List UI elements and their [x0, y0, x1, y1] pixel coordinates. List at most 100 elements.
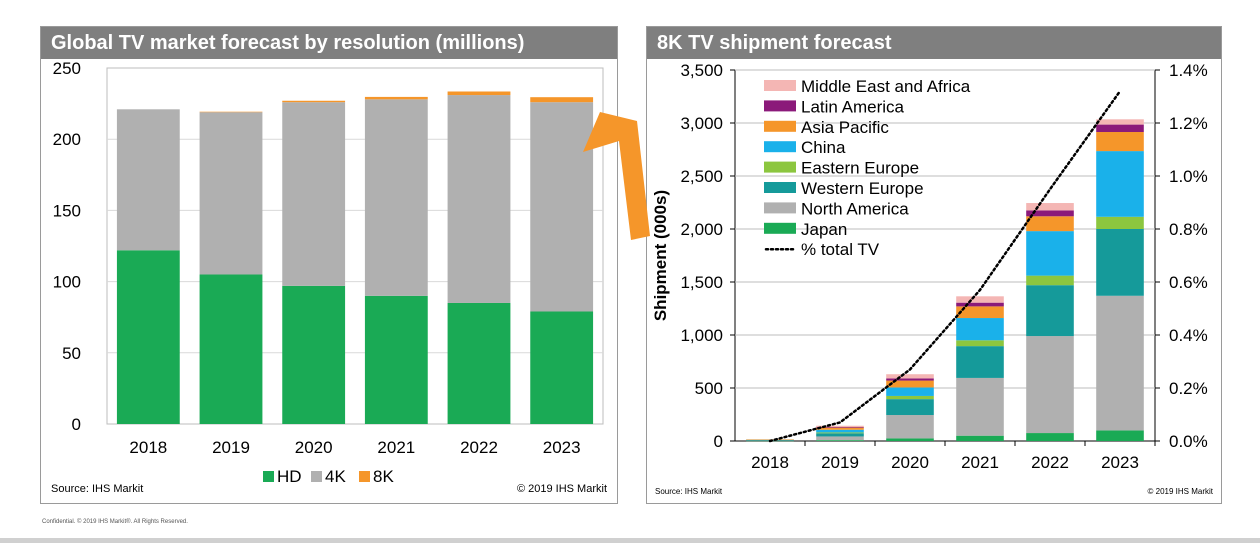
x-tick-label: 2020 — [891, 453, 929, 472]
legend-label-north-america: North America — [801, 199, 909, 218]
bar-japan — [1096, 430, 1144, 441]
y-tick-label: 1,500 — [680, 273, 723, 292]
bar-eastern-europe — [816, 432, 864, 434]
bar-china — [1026, 231, 1074, 276]
bar-western-europe — [1096, 229, 1144, 296]
bar-asia-pacific — [746, 439, 794, 440]
bar-hd — [530, 311, 594, 424]
bar-china — [886, 387, 934, 396]
legend-swatch-china — [764, 141, 796, 153]
legend-label-hd: HD — [277, 467, 302, 486]
legend-label-latin-america: Latin America — [801, 97, 905, 116]
legend-swatch-western-europe — [764, 182, 796, 193]
legend-swatch-8k — [359, 471, 370, 482]
bar-japan — [816, 440, 864, 441]
legend-label-middle-east-and-africa: Middle East and Africa — [801, 77, 971, 96]
x-tick-label: 2018 — [129, 438, 167, 457]
bar-hd — [116, 250, 180, 424]
y-tick-label: 200 — [53, 130, 81, 149]
legend-swatch-japan — [764, 222, 796, 234]
y-tick-label: 100 — [53, 273, 81, 292]
bar-4k — [364, 99, 428, 296]
plot-frame — [106, 67, 604, 425]
bar-8k — [530, 97, 594, 103]
y-tick-label: 3,000 — [680, 114, 723, 133]
legend-swatch-middle-east-and-africa — [764, 80, 796, 91]
y2-tick-label: 0.4% — [1169, 326, 1208, 345]
legend-label-4k: 4K — [325, 467, 346, 486]
8k-shipment-chart: 0 500 1,000 1,500 2,000 2,500 3,000 3,500 0.0% 0.… — [651, 61, 1208, 472]
bar-north-america — [816, 436, 864, 441]
confidential-note: Confidential. © 2019 IHS Markit®. All Ri… — [42, 519, 188, 525]
bar-8k — [282, 100, 346, 103]
y2-tick-label: 0.0% — [1169, 432, 1208, 451]
bar-asia-pacific — [816, 427, 864, 430]
legend-swatch-hd — [263, 471, 274, 482]
bar-eastern-europe — [1096, 216, 1144, 229]
bar-western-europe — [956, 346, 1004, 378]
y-tick-label: 3,500 — [680, 61, 723, 80]
y-tick-label: 0 — [714, 432, 723, 451]
bar-asia-pacific — [956, 306, 1004, 319]
bar-middle-east-and-africa — [816, 425, 864, 428]
x-tick-label: 2022 — [460, 438, 498, 457]
bar-eastern-europe — [886, 395, 934, 400]
y2-tick-label: 0.2% — [1169, 379, 1208, 398]
y-tick-label: 2,500 — [680, 167, 723, 186]
x-tick-label: 2018 — [751, 453, 789, 472]
legend-label-asia-pacific: Asia Pacific — [801, 118, 889, 137]
bar-8k — [199, 111, 263, 113]
bar-4k — [530, 102, 594, 312]
x-tick-label: 2023 — [543, 438, 581, 457]
left-chart-title: Global TV market forecast by resolution … — [41, 27, 617, 59]
right-copyright: © 2019 IHS Markit — [1147, 487, 1213, 496]
legend-label-8k: 8K — [373, 467, 394, 486]
bar-asia-pacific — [1096, 132, 1144, 152]
bar-north-america — [1026, 336, 1074, 434]
legend-swatch-asia-pacific — [764, 120, 796, 132]
bar-latin-america — [1096, 124, 1144, 133]
legend-label--total-tv: % total TV — [801, 240, 880, 259]
bar-latin-america — [956, 302, 1004, 307]
bar-western-europe — [1026, 285, 1074, 337]
bar-middle-east-and-africa — [956, 296, 1004, 303]
bar-north-america — [956, 377, 1004, 436]
y-tick-label: 150 — [53, 201, 81, 220]
bar-middle-east-and-africa — [886, 374, 934, 379]
left-source: Source: IHS Markit — [51, 483, 144, 495]
bar-latin-america — [1026, 210, 1074, 217]
legend-label-western-europe: Western Europe — [801, 179, 924, 198]
footer-divider — [0, 538, 1260, 543]
bar-4k — [282, 102, 346, 286]
bar-8k — [364, 96, 428, 100]
bar-japan — [886, 438, 934, 441]
bar-western-europe — [816, 433, 864, 437]
y2-tick-label: 0.6% — [1169, 273, 1208, 292]
bar-4k — [199, 112, 263, 275]
bar-hd — [447, 302, 511, 424]
legend-swatch-north-america — [764, 202, 796, 214]
legend-label-japan: Japan — [801, 220, 847, 239]
x-tick-label: 2022 — [1031, 453, 1069, 472]
bar-middle-east-and-africa — [1096, 119, 1144, 125]
y2-tick-label: 1.2% — [1169, 114, 1208, 133]
bar-latin-america — [886, 378, 934, 381]
right-source: Source: IHS Markit — [655, 487, 723, 496]
bar-china — [1096, 151, 1144, 217]
x-tick-label: 2021 — [377, 438, 415, 457]
y-tick-label: 250 — [53, 59, 81, 78]
bar-china — [816, 429, 864, 433]
y-tick-label: 0 — [72, 415, 81, 434]
y-tick-label: 50 — [62, 344, 81, 363]
bar-china — [956, 318, 1004, 341]
legend-swatch-latin-america — [764, 100, 796, 112]
left-copyright: © 2019 IHS Markit — [516, 483, 607, 495]
y-tick-label: 1,000 — [680, 326, 723, 345]
legend-label-eastern-europe: Eastern Europe — [801, 159, 919, 178]
bar-north-america — [1096, 295, 1144, 431]
x-tick-label: 2023 — [1101, 453, 1139, 472]
legend-swatch-4k — [311, 471, 322, 482]
bar-japan — [956, 435, 1004, 441]
y2-tick-label: 1.4% — [1169, 61, 1208, 80]
bar-latin-america — [816, 427, 864, 428]
